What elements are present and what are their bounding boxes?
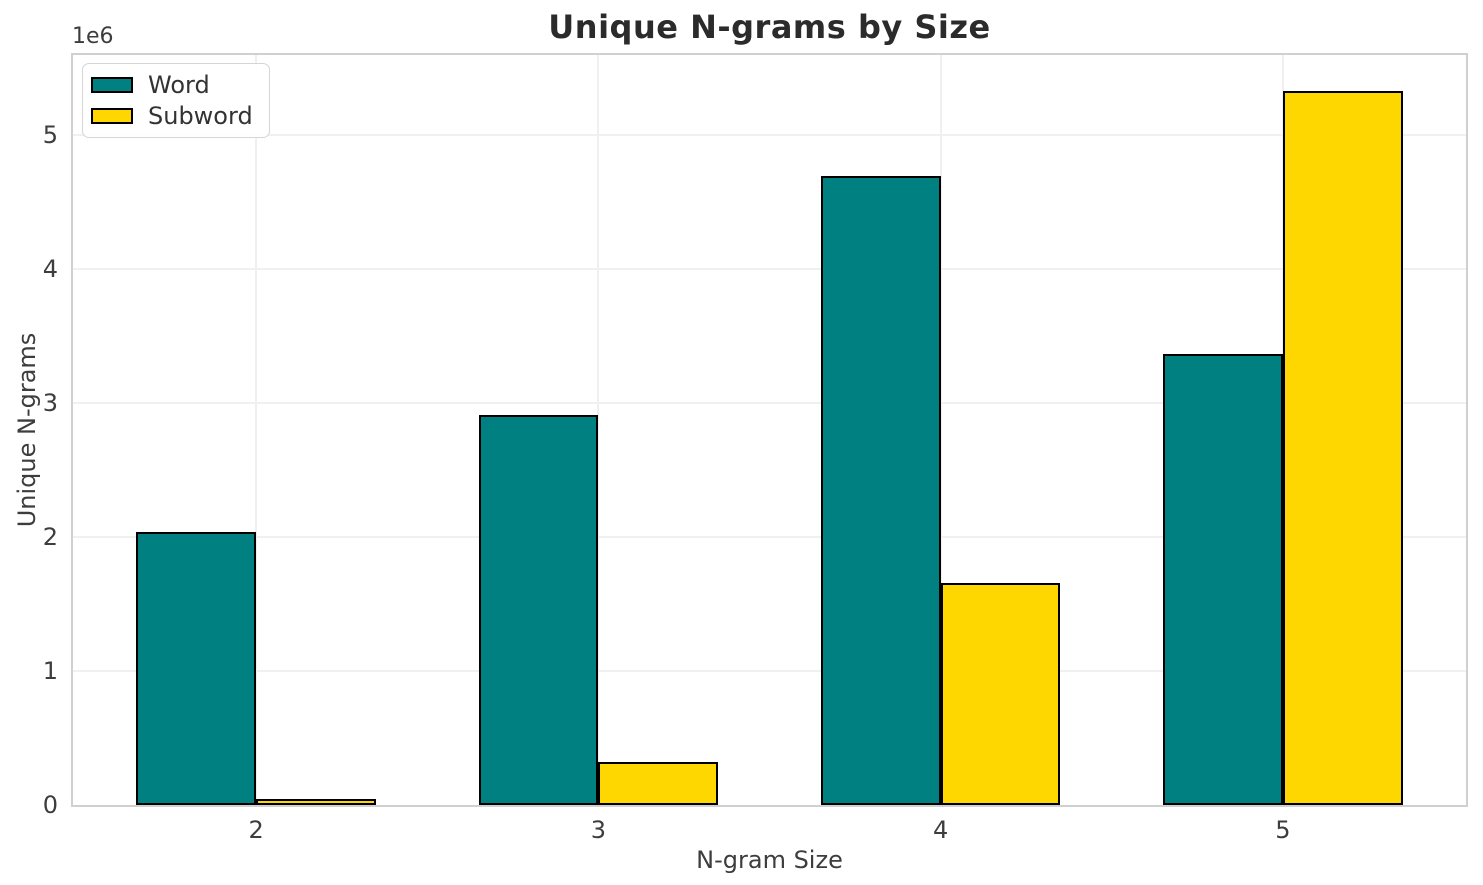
bar-word-n3 — [478, 415, 599, 805]
bar-subword-n3 — [598, 762, 719, 805]
y-tick-label: 0 — [42, 791, 58, 819]
x-tick-label: 3 — [590, 816, 606, 844]
bar-subword-n4 — [940, 582, 1061, 805]
y-tick-label: 4 — [42, 255, 58, 284]
legend-swatch-word — [91, 77, 133, 93]
y-axis-offset-text: 1e6 — [72, 24, 114, 49]
legend-item-word: Word — [91, 73, 253, 97]
legend-label: Word — [148, 71, 210, 99]
x-tick-label: 5 — [1275, 816, 1291, 844]
chart-title: Unique N-grams by Size — [548, 8, 991, 46]
legend: Word Subword — [82, 63, 270, 138]
y-tick-label: 5 — [42, 121, 58, 150]
plot-area — [71, 53, 1468, 807]
gridline-horizontal — [73, 536, 1466, 539]
x-axis-label: N-gram Size — [696, 846, 843, 874]
legend-label: Subword — [148, 102, 253, 130]
bar-word-n4 — [820, 175, 941, 805]
legend-swatch-subword — [91, 108, 133, 124]
x-tick-label: 2 — [248, 816, 264, 844]
y-axis-label: Unique N-grams — [13, 332, 41, 528]
x-tick-label: 4 — [932, 816, 949, 844]
gridline-horizontal — [73, 402, 1466, 405]
legend-item-subword: Subword — [91, 104, 253, 128]
gridline-vertical — [939, 55, 942, 805]
bar-word-n5 — [1163, 353, 1283, 805]
bar-subword-n5 — [1282, 91, 1403, 805]
bar-word-n2 — [136, 531, 257, 805]
y-tick-label: 3 — [42, 389, 58, 418]
gridline-vertical — [597, 55, 600, 805]
gridline-horizontal — [73, 268, 1466, 271]
y-tick-label: 1 — [42, 657, 58, 686]
y-tick-label: 2 — [42, 523, 58, 552]
gridline-horizontal — [73, 134, 1466, 137]
gridline-horizontal — [73, 670, 1466, 673]
gridline-vertical — [255, 55, 258, 805]
bar-subword-n2 — [256, 798, 376, 805]
